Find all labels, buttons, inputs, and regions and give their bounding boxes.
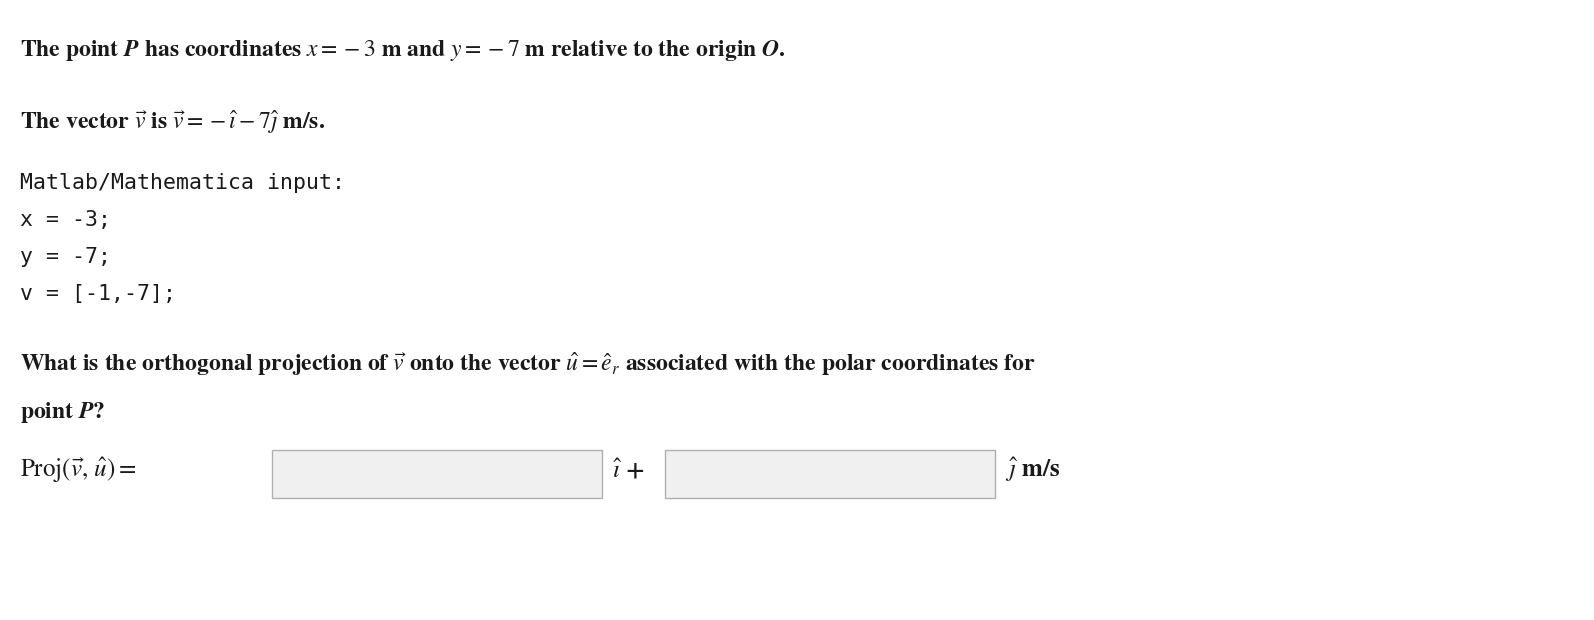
Text: v = [-1,-7];: v = [-1,-7]; [21, 284, 175, 304]
Text: y = -7;: y = -7; [21, 247, 112, 267]
Text: Matlab/Mathematica input:: Matlab/Mathematica input: [21, 173, 344, 193]
Text: x = -3;: x = -3; [21, 210, 112, 230]
Text: The vector $\vec{v}$ is $\vec{v} = -\hat{\imath} - 7\hat{\jmath}$ m/s.: The vector $\vec{v}$ is $\vec{v} = -\hat… [21, 108, 325, 136]
Text: $\hat{\jmath}$ m/s: $\hat{\jmath}$ m/s [1004, 456, 1060, 484]
Text: What is the orthogonal projection of $\vec{v}$ onto the vector $\hat{u} = \hat{e: What is the orthogonal projection of $\v… [21, 350, 1036, 378]
Text: $\hat{\imath}$ +: $\hat{\imath}$ + [612, 458, 644, 482]
FancyBboxPatch shape [273, 450, 603, 498]
FancyBboxPatch shape [665, 450, 995, 498]
Text: point $\bfit{P}$?: point $\bfit{P}$? [21, 400, 105, 425]
Text: $\mathrm{Proj}(\vec{v},\, \hat{u}) =$: $\mathrm{Proj}(\vec{v},\, \hat{u}) =$ [21, 455, 137, 485]
Text: The point $\bfit{P}$ has coordinates $x = -3$ m and $y = -7$ m relative to the o: The point $\bfit{P}$ has coordinates $x … [21, 38, 786, 63]
